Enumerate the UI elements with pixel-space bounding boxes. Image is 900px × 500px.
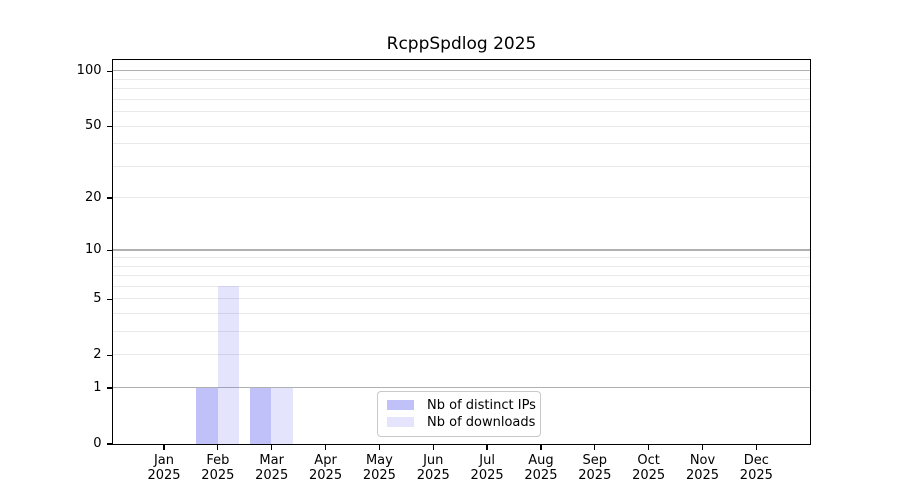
legend-swatch-distinct-ips [387,399,414,411]
gridline-minor-20 [113,197,811,199]
bar-nb-of-distinct-ips-feb [196,387,218,444]
y-tick-label-5: 5 [93,291,102,307]
x-tick-label-feb: Feb 2025 [201,453,235,483]
legend-item-downloads: Nb of downloads [378,414,540,430]
gridline-minor-3 [113,331,811,333]
legend: Nb of distinct IPs Nb of downloads [377,391,541,437]
x-tick-label-jun: Jun 2025 [416,453,450,483]
y-tick-0 [107,443,113,445]
gridline-minor-7 [113,275,811,277]
x-tick-jun [432,444,434,450]
x-tick-label-jul: Jul 2025 [470,453,504,483]
x-tick-label-mar: Mar 2025 [255,453,289,483]
y-tick-label-2: 2 [93,347,102,363]
y-tick-100 [107,70,113,72]
y-tick-50 [107,125,113,128]
legend-item-distinct-ips: Nb of distinct IPs [378,397,540,413]
x-tick-oct [648,444,650,450]
y-tick-1 [107,387,113,389]
y-tick-label-20: 20 [84,190,102,206]
chart-title: RcppSpdlog 2025 [386,34,537,54]
y-tick-label-10: 10 [84,242,102,258]
gridline-minor-9 [113,257,811,259]
gridline-minor-8 [113,265,811,267]
x-tick-sep [594,444,596,450]
gridline-major-10 [113,249,811,251]
gridline-minor-5 [113,298,811,300]
x-tick-label-aug: Aug 2025 [524,453,558,483]
x-tick-label-sep: Sep 2025 [578,453,612,483]
x-tick-label-dec: Dec 2025 [739,453,773,483]
gridline-minor-80 [113,88,811,90]
x-tick-nov [701,444,704,450]
gridline-minor-70 [113,98,811,100]
x-tick-label-apr: Apr 2025 [309,453,343,483]
legend-label-downloads: Nb of downloads [427,414,536,430]
x-tick-label-jan: Jan 2025 [147,453,181,483]
gridline-major-100 [113,70,811,72]
y-tick-5 [107,298,113,300]
gridline-minor-6 [113,285,811,287]
x-tick-may [378,444,381,450]
x-tick-label-oct: Oct 2025 [632,453,666,483]
y-tick-label-1: 1 [93,380,102,395]
x-tick-aug [540,444,542,450]
y-tick-label-100: 100 [76,63,102,79]
y-tick-20 [107,197,113,199]
gridline-minor-30 [113,165,811,167]
x-tick-jan [163,444,165,450]
legend-label-distinct-ips: Nb of distinct IPs [427,397,536,413]
gridline-minor-2 [113,354,811,356]
x-tick-label-may: May 2025 [362,453,396,483]
bar-nb-of-downloads-mar [271,387,293,444]
gridline-minor-90 [113,78,811,80]
x-tick-jul [486,444,488,450]
x-tick-dec [755,444,757,450]
bar-nb-of-downloads-feb [217,286,240,444]
x-tick-feb [217,444,219,450]
x-tick-label-nov: Nov 2025 [685,453,720,483]
plot-area [112,58,812,445]
y-tick-label-0: 0 [93,436,102,451]
gridline-minor-60 [113,111,811,113]
gridline-minor-50 [113,125,811,127]
gridline-major-1 [113,387,811,389]
y-tick-2 [107,354,113,356]
x-tick-apr [324,444,327,450]
gridline-minor-40 [113,143,811,145]
y-tick-10 [107,249,113,251]
bar-nb-of-distinct-ips-mar [249,387,272,444]
legend-swatch-downloads [387,416,414,428]
x-tick-mar [271,444,273,450]
gridline-minor-4 [113,313,811,315]
y-tick-label-50: 50 [84,118,102,134]
